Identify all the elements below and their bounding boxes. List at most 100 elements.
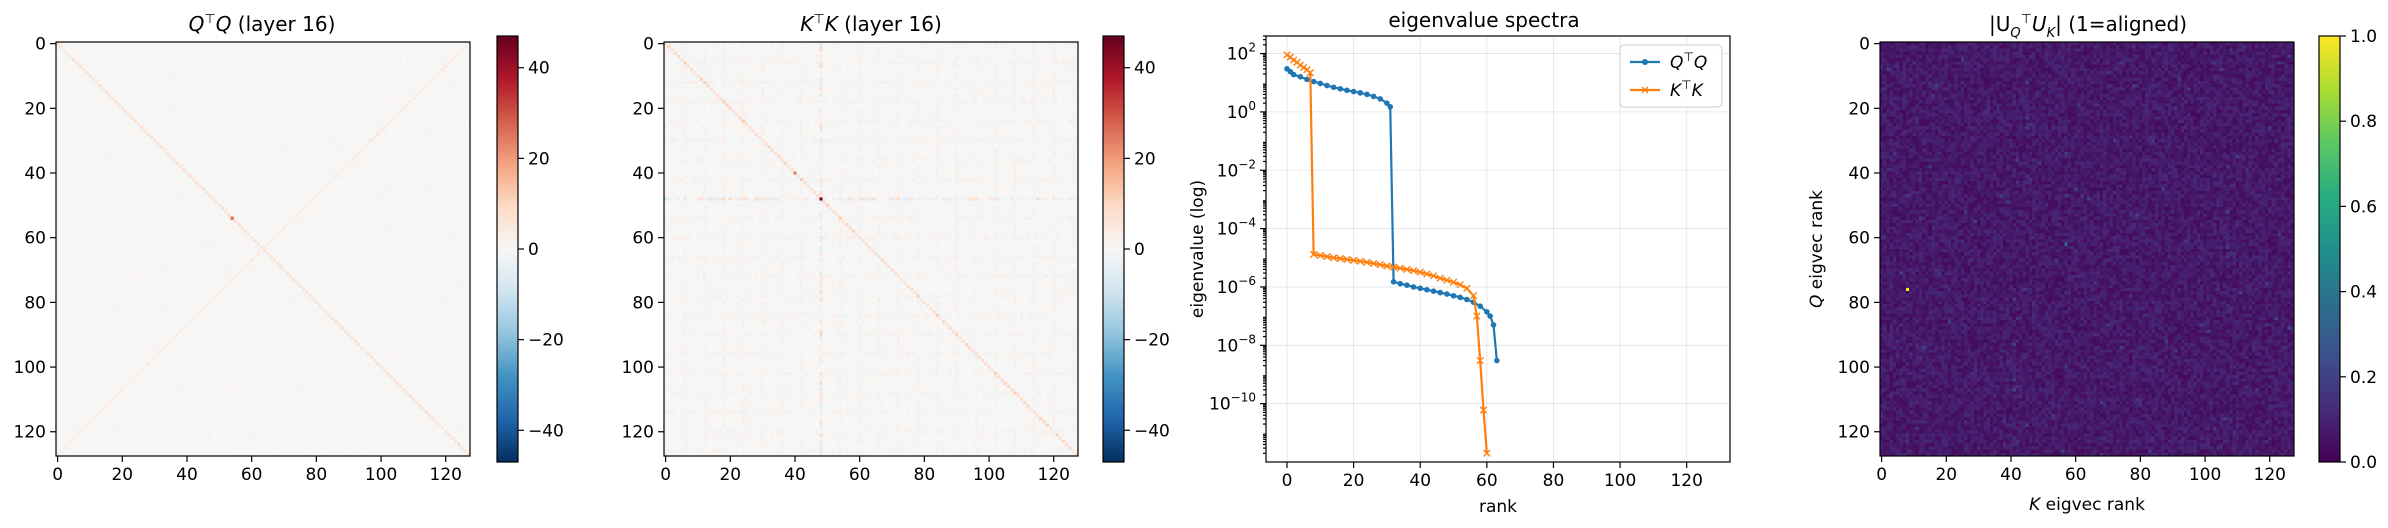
x-tick-label: 120 — [1038, 465, 1070, 485]
x-tick-label: 80 — [914, 465, 936, 485]
data-point — [1299, 63, 1308, 72]
y-tick-label: 100 — [1838, 358, 1870, 378]
data-point — [1363, 258, 1371, 266]
panel-alignment-colorbar-frame — [2318, 35, 2341, 463]
data-point — [1297, 73, 1304, 80]
data-point — [1464, 296, 1470, 303]
data-point — [1479, 406, 1488, 414]
data-point — [1410, 284, 1417, 290]
x-tick-label: 80 — [2130, 465, 2152, 485]
data-point — [1456, 280, 1464, 289]
colorbar-tick-label: 20 — [528, 149, 550, 169]
data-point — [1483, 449, 1491, 457]
data-point — [1387, 103, 1394, 110]
data-point — [1330, 84, 1337, 91]
data-point — [1403, 265, 1411, 274]
panel-qtq-colorbar — [497, 36, 518, 462]
data-point — [1484, 309, 1490, 315]
data-point — [1443, 276, 1451, 284]
x-tick-label: 120 — [2254, 465, 2286, 485]
data-point — [1383, 262, 1391, 270]
x-tick-label: 0 — [1282, 471, 1293, 491]
data-point — [1357, 90, 1364, 96]
data-point — [1409, 267, 1418, 275]
panel-ktk-frame — [663, 41, 1079, 457]
colorbar-tick-label: 0.4 — [2350, 283, 2377, 303]
data-point — [1430, 288, 1437, 294]
panel-ktk-colorbar-ticks: 40 20 0 −20 −40 — [1124, 59, 1170, 441]
panel-qtq-title: Q⊤Q (layer 16) — [189, 12, 336, 36]
colorbar-tick-label: −20 — [1134, 331, 1170, 351]
panel-alignment-xlabel: K eigvec rank — [2029, 495, 2145, 515]
colorbar-tick-label: 0.8 — [2350, 112, 2377, 132]
x-tick-label: 60 — [241, 465, 263, 485]
x-tick-label: 20 — [111, 465, 133, 485]
data-point — [1306, 69, 1314, 77]
panel-alignment-colorbar-ticks: 1.0 0.8 0.6 0.4 0.2 0.0 — [2340, 27, 2377, 473]
data-point — [1329, 254, 1338, 262]
y-tick-label: 40 — [1848, 164, 1870, 184]
y-tick-label: 40 — [24, 164, 46, 184]
data-point — [1283, 51, 1291, 59]
panel-qtq: Q⊤Q (layer 16) 0 20 40 60 80 100 120 0 20 40 60 80 1… — [14, 12, 564, 485]
legend-label: K⊤K — [1670, 78, 1705, 101]
x-tick-label: 0 — [1876, 465, 1887, 485]
y-tick-label: 100 — [14, 358, 46, 378]
data-point — [1469, 292, 1478, 300]
data-point — [1377, 96, 1384, 102]
x-tick-label: 100 — [2189, 465, 2221, 485]
y-tick-label: 80 — [632, 293, 654, 313]
x-tick-label: 120 — [430, 465, 462, 485]
data-point — [1343, 255, 1351, 264]
y-tick-label: 120 — [622, 423, 654, 443]
data-point — [1323, 252, 1331, 261]
data-point — [1384, 100, 1390, 106]
data-point — [1404, 282, 1410, 288]
y-tick-label: 80 — [24, 293, 46, 313]
series-line-ktk — [1286, 53, 1488, 454]
y-tick-label: 102 — [1227, 41, 1256, 65]
colorbar-tick-label: 0.6 — [2350, 197, 2377, 217]
data-point — [1494, 357, 1500, 364]
colorbar-tick-label: 40 — [1134, 59, 1156, 79]
data-point — [1309, 250, 1318, 259]
data-point — [1473, 312, 1481, 320]
data-point — [1336, 254, 1344, 263]
x-tick-label: 80 — [1543, 471, 1565, 491]
x-tick-label: 120 — [1670, 471, 1702, 491]
y-tick-label: 40 — [632, 164, 654, 184]
panel-alignment-ylabel: Q eigvec rank — [1807, 190, 1827, 308]
colorbar-tick-label: 0 — [528, 240, 539, 260]
x-tick-label: 100 — [973, 465, 1005, 485]
panel-qtq-ticks: 0 20 40 60 80 100 120 0 20 40 60 80 100 120 — [14, 35, 462, 485]
panel-alignment-frame — [1879, 41, 2295, 457]
x-tick-label: 60 — [849, 465, 871, 485]
colorbar-tick-label: 40 — [528, 59, 550, 79]
x-tick-label: 0 — [52, 465, 63, 485]
data-point — [1463, 284, 1471, 292]
data-point — [1477, 303, 1483, 309]
panel-alignment-ticks: 0 20 40 60 80 100 120 0 20 40 60 80 100 120 — [1838, 35, 2286, 485]
panel-alignment-colorbar — [2319, 36, 2340, 462]
panel-spectra-title: eigenvalue spectra — [1388, 8, 1579, 32]
y-tick-label: 0 — [1859, 35, 1870, 55]
y-tick-label: 100 — [622, 358, 654, 378]
data-point — [1436, 274, 1444, 282]
y-tick-label: 120 — [14, 423, 46, 443]
panel-alignment-title: |UQ⊤UK| (1=aligned) — [1989, 12, 2187, 41]
data-point — [1369, 259, 1378, 268]
x-tick-label: 20 — [719, 465, 741, 485]
panel-spectra-ylabel: eigenvalue (log) — [1188, 180, 1208, 318]
panel-ktk-ticks: 0 20 40 60 80 100 120 0 20 40 60 80 100 120 — [622, 35, 1070, 485]
data-point — [1396, 264, 1404, 272]
data-point — [1350, 88, 1357, 95]
x-tick-label: 20 — [1935, 465, 1957, 485]
y-tick-label: 10−8 — [1217, 332, 1256, 356]
data-point — [1449, 278, 1458, 286]
data-point — [1376, 260, 1384, 269]
y-tick-label: 10−4 — [1217, 216, 1256, 240]
data-point — [1424, 286, 1430, 293]
panel-qtq-colorbar-ticks: 40 20 0 −20 −40 — [518, 59, 564, 441]
data-point — [1437, 289, 1444, 296]
